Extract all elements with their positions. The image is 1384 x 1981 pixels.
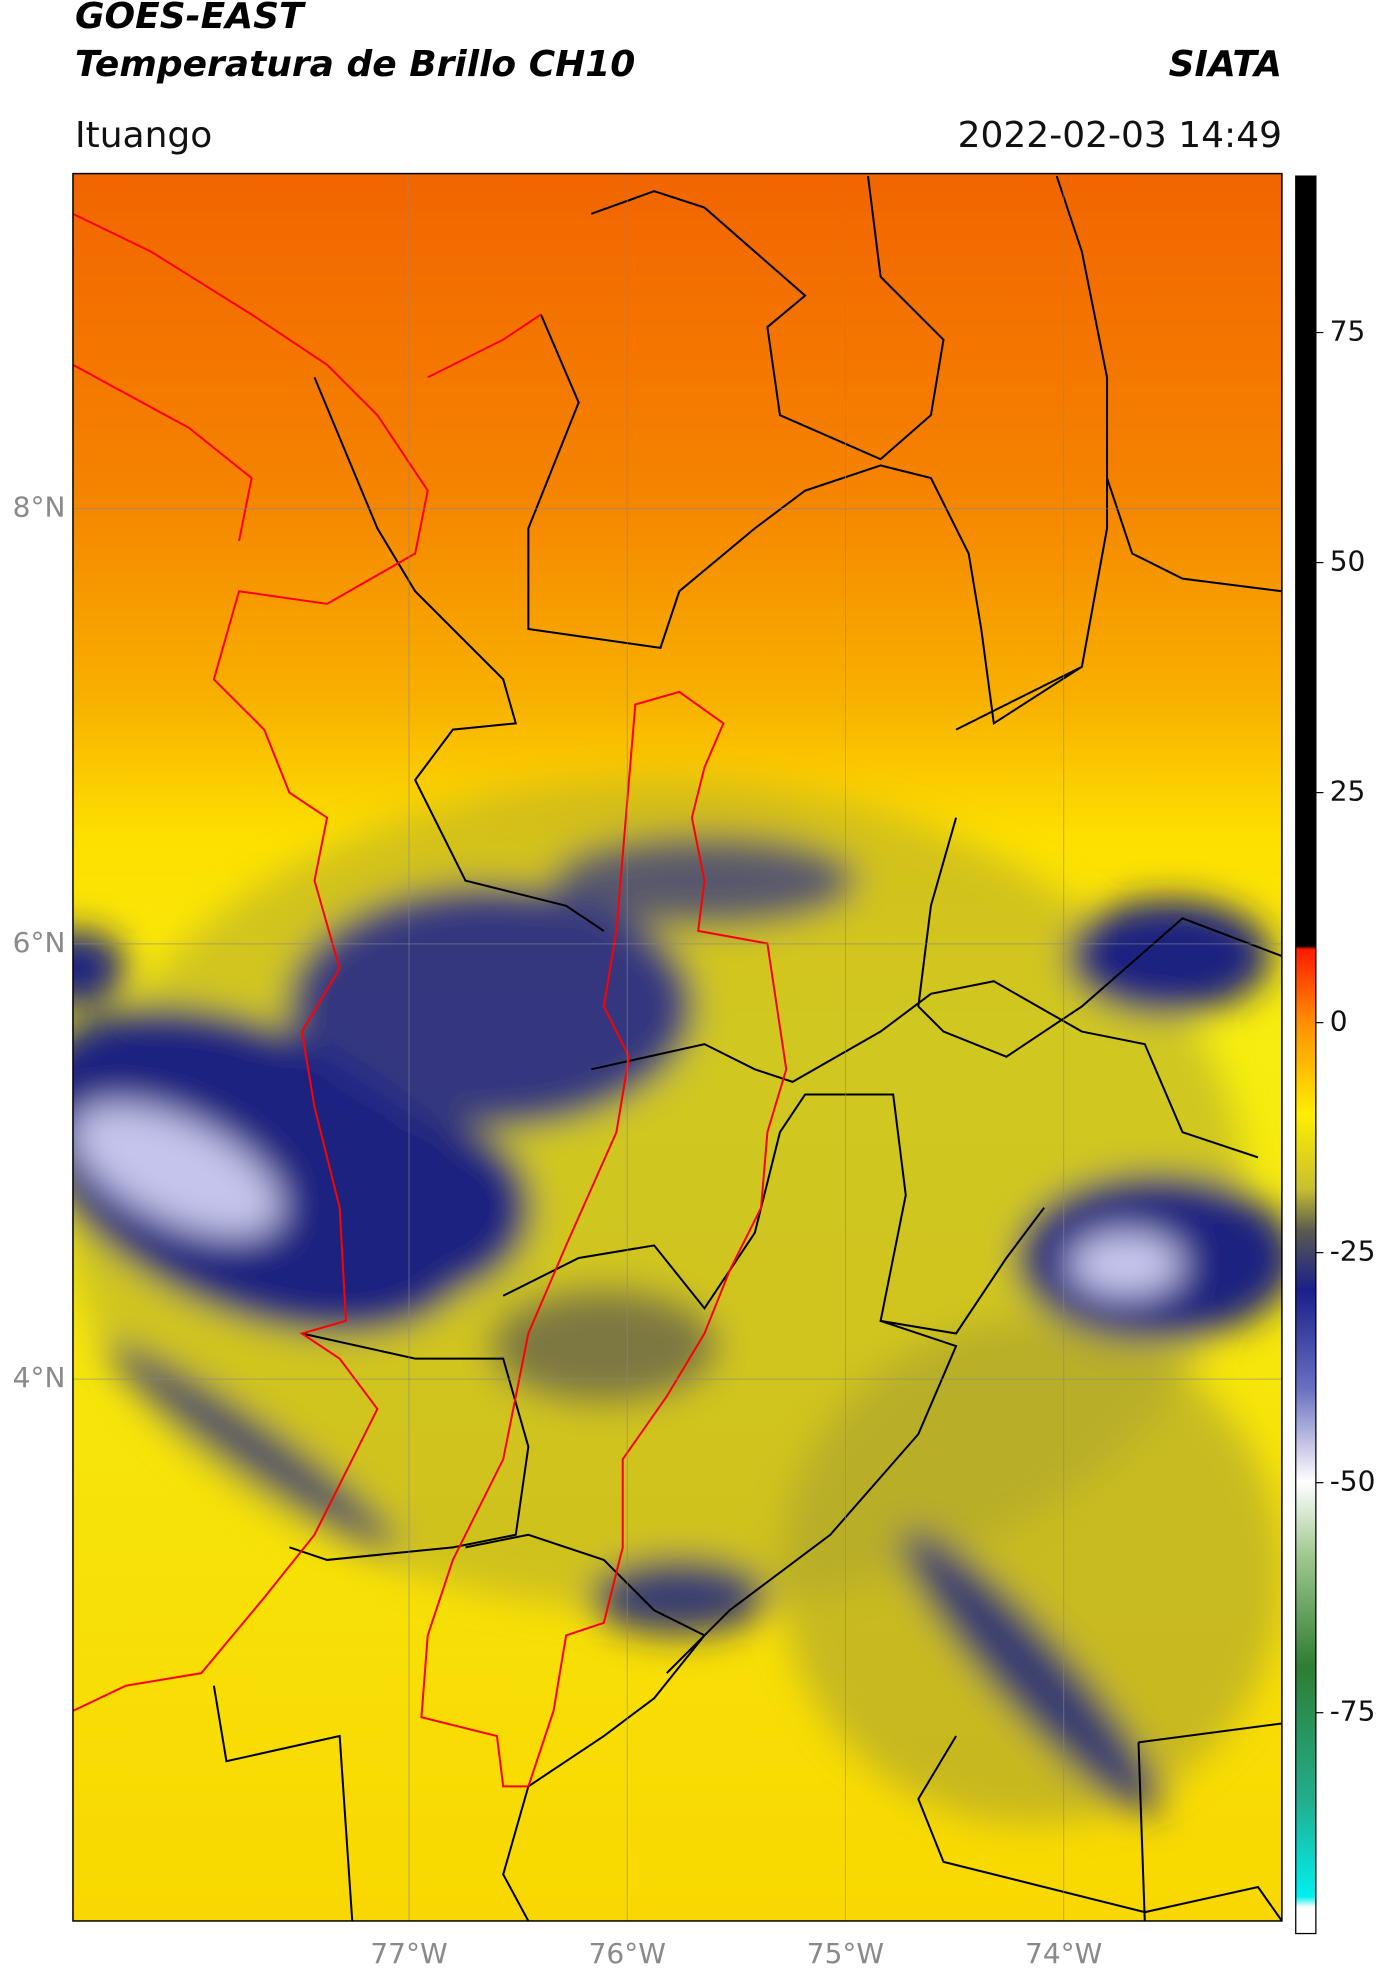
colorbar-label: 25 [1330,775,1366,808]
labels: 77°W 76°W 75°W 74°W 8°N 6°N 4°N 75 50 25 0 -25 -50 -7… [13,315,1376,1970]
imagery [72,173,1282,1921]
colorbar-label: -75 [1330,1695,1376,1728]
colorbar-label: -50 [1330,1465,1376,1498]
colorbar-label: 0 [1330,1005,1348,1038]
colorbar-label: -25 [1330,1235,1376,1268]
lon-label: 76°W [589,1937,666,1970]
lon-label: 77°W [370,1937,447,1970]
boundaries [212,175,1282,1921]
map [72,172,1317,1935]
lat-label: 6°N [13,926,66,959]
colorbar [1295,175,1317,1935]
colorbar-label: 75 [1330,315,1366,348]
datetime: 2022-02-03 14:49 [958,115,1282,156]
grid [72,173,1282,1921]
brand: SIATA [1169,44,1282,85]
map-frame [72,172,1283,1922]
lat-label: 4°N [13,1361,66,1394]
title: GOES-EAST [75,0,306,37]
lon-label: 75°W [807,1937,884,1970]
lon-label: 74°W [1025,1937,1102,1970]
subtitle: Temperatura de Brillo CH10 [75,44,635,85]
location: Ituango [75,115,212,156]
coast-and-region [72,212,788,1788]
colorbar-label: 50 [1330,545,1366,578]
lat-label: 8°N [13,491,66,524]
